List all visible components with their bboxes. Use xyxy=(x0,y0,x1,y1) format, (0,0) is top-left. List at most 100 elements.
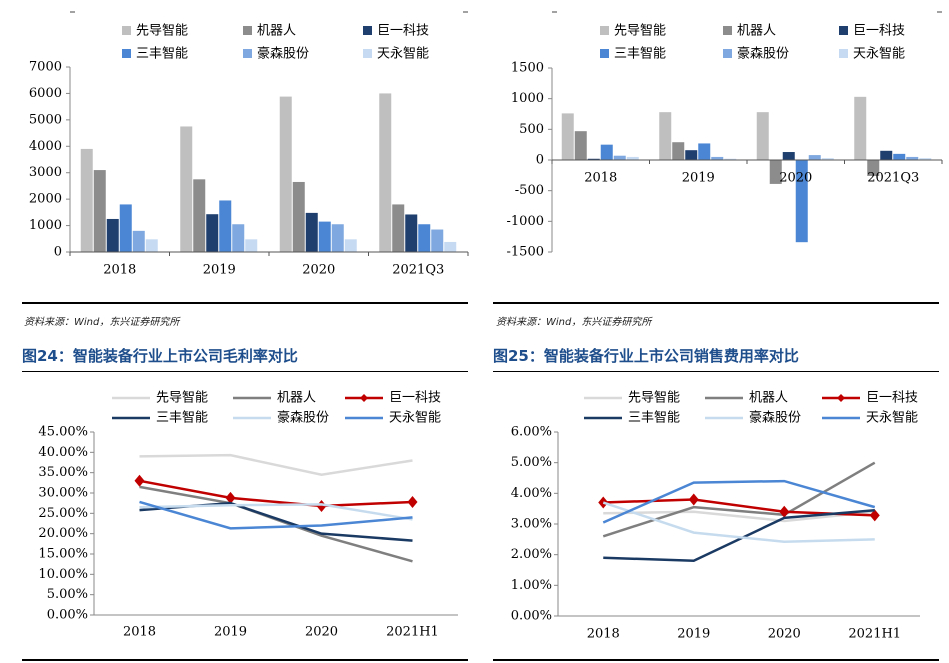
legend-swatch xyxy=(723,26,732,35)
bar xyxy=(245,239,258,252)
data-marker xyxy=(598,496,609,509)
x-tick-label: 2019 xyxy=(677,627,710,642)
y-tick-label: 1.00% xyxy=(511,578,552,593)
legend-label: 巨一科技 xyxy=(377,24,429,39)
fig25-top-rule xyxy=(493,371,939,372)
legend-label: 机器人 xyxy=(749,391,788,406)
y-tick-label: 40.00% xyxy=(38,445,88,460)
bar xyxy=(80,148,93,252)
y-tick-label: 5.00% xyxy=(47,587,88,602)
bar xyxy=(808,155,821,160)
bar xyxy=(431,229,444,252)
legend-label: 三丰智能 xyxy=(156,411,208,426)
bar xyxy=(379,93,392,252)
bar xyxy=(893,153,906,160)
y-tick-label: 7000 xyxy=(29,60,62,75)
legend-swatch xyxy=(600,26,609,35)
bar xyxy=(132,230,145,252)
y-tick-label: 4000 xyxy=(29,139,62,154)
bar xyxy=(587,158,600,160)
bar xyxy=(600,144,613,160)
data-marker xyxy=(316,500,327,513)
y-tick-label: 0.00% xyxy=(47,608,88,623)
legend-swatch xyxy=(363,49,372,58)
y-tick-label: 5.00% xyxy=(511,455,552,470)
y-tick-label: 1500 xyxy=(511,61,544,76)
bar xyxy=(392,204,405,252)
bar xyxy=(854,96,867,160)
source-note-right: 资料来源：Wind，东兴证券研究所 xyxy=(496,317,652,328)
series-line xyxy=(602,461,876,538)
y-tick-label: -1000 xyxy=(507,214,544,229)
legend-label: 天永智能 xyxy=(377,47,429,62)
bar xyxy=(418,224,431,252)
y-tick-label: 6.00% xyxy=(511,425,552,440)
y-tick-label: 10.00% xyxy=(38,567,88,582)
series-line xyxy=(139,479,413,508)
bar xyxy=(867,160,880,176)
top-left-bottom-rule xyxy=(22,302,468,304)
x-tick-label: 2019 xyxy=(203,263,236,278)
x-tick-label: 2018 xyxy=(587,627,620,642)
bar xyxy=(344,239,357,252)
bar xyxy=(444,241,457,252)
legend-label: 先导智能 xyxy=(614,24,666,39)
bar xyxy=(318,221,331,252)
data-marker xyxy=(225,491,236,504)
x-tick-label: 2021H1 xyxy=(386,625,439,640)
legend-swatch xyxy=(122,26,131,35)
legend-label: 三丰智能 xyxy=(136,47,188,62)
y-tick-label: 45.00% xyxy=(38,425,88,440)
x-tick-label: 2018 xyxy=(584,171,617,186)
bar xyxy=(145,239,158,252)
legend-swatch xyxy=(723,49,732,58)
bar xyxy=(232,224,245,252)
x-tick-label: 2019 xyxy=(214,625,247,640)
x-tick-label: 2020 xyxy=(768,627,801,642)
bar xyxy=(193,179,206,252)
data-marker xyxy=(407,495,418,508)
legend-label: 巨一科技 xyxy=(389,391,441,406)
x-tick-label: 2021H1 xyxy=(848,627,901,642)
data-marker xyxy=(134,474,145,487)
source-note-left: 资料来源：Wind，东兴证券研究所 xyxy=(24,317,180,328)
figure-title-25: 图25：智能装备行业上市公司销售费用率对比 xyxy=(493,347,799,365)
bar xyxy=(711,156,724,160)
legend-swatch xyxy=(363,26,372,35)
y-tick-label: 1000 xyxy=(29,218,62,233)
y-tick-label: -500 xyxy=(515,183,544,198)
bar xyxy=(279,96,292,252)
legend-label: 天永智能 xyxy=(866,411,918,426)
series-line xyxy=(602,501,875,544)
series-line xyxy=(603,510,875,523)
bar xyxy=(795,160,808,243)
data-marker xyxy=(779,505,790,518)
legend-label: 机器人 xyxy=(257,24,296,39)
series-line xyxy=(139,503,413,521)
y-tick-label: 3.00% xyxy=(511,517,552,532)
bar xyxy=(206,214,219,252)
legend-label: 豪森股份 xyxy=(749,410,801,426)
legend-marker xyxy=(837,394,845,402)
y-tick-label: 35.00% xyxy=(38,465,88,480)
bar xyxy=(305,212,318,252)
series-line xyxy=(602,479,876,524)
y-tick-label: 500 xyxy=(519,122,544,137)
y-tick-label: 0 xyxy=(54,245,62,260)
legend-swatch xyxy=(243,26,252,35)
legend-label: 先导智能 xyxy=(136,24,188,39)
legend-swatch xyxy=(839,49,848,58)
bar xyxy=(331,224,344,252)
y-tick-label: 0.00% xyxy=(511,609,552,624)
y-tick-label: 15.00% xyxy=(38,547,88,562)
bar xyxy=(698,143,711,160)
bar xyxy=(405,214,418,252)
bar xyxy=(626,156,639,160)
x-tick-label: 2021Q3 xyxy=(867,171,919,186)
bar xyxy=(685,150,698,160)
x-tick-label: 2018 xyxy=(103,263,136,278)
legend-label: 三丰智能 xyxy=(628,411,680,426)
y-tick-label: 4.00% xyxy=(511,486,552,501)
